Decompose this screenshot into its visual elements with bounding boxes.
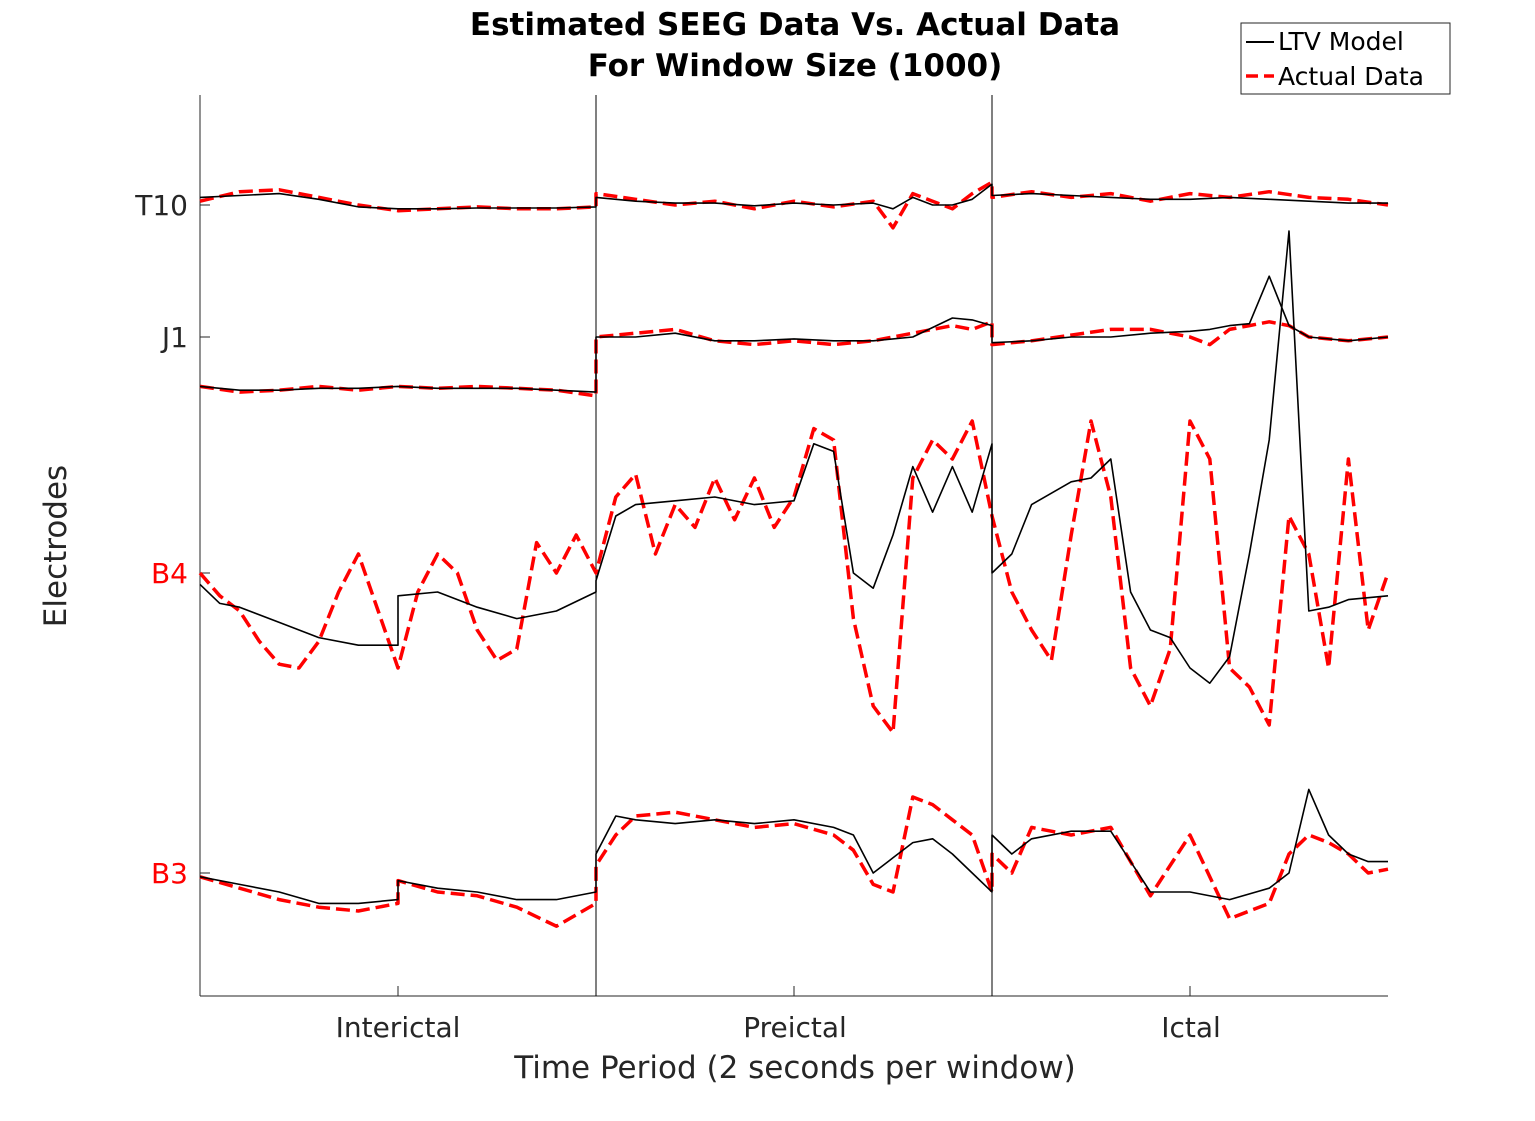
legend-box xyxy=(1240,22,1451,95)
x-tick-label-preictal: Preictal xyxy=(743,1011,847,1044)
legend-label-actual-data: Actual Data xyxy=(1278,62,1424,91)
y-axis-label: Electrodes xyxy=(38,465,74,627)
y-tick-label-b3: B3 xyxy=(151,857,188,890)
series-j1-ltv-model-line xyxy=(199,275,1389,393)
x-tick-label-interictal: Interictal xyxy=(336,1011,461,1044)
series-b3-ltv-model-line xyxy=(199,788,1388,905)
series-b3-actual-data-line xyxy=(199,795,1389,928)
series-t10-actual-data-line xyxy=(199,180,1389,230)
series-j1-actual-data-line xyxy=(199,320,1389,398)
legend-label-ltv-model: LTV Model xyxy=(1278,27,1404,56)
series-t10-ltv-model-line xyxy=(199,183,1388,210)
series-b4-actual-data-line xyxy=(198,419,1390,735)
chart-title-line-1: Estimated SEEG Data Vs. Actual Data xyxy=(470,7,1120,43)
series-b4-ltv-model-line xyxy=(199,230,1389,685)
legend: LTV Model Actual Data xyxy=(1240,22,1451,95)
y-tick-label-t10: T10 xyxy=(134,189,188,222)
plot-layer xyxy=(198,95,1390,997)
x-axis-label: Time Period (2 seconds per window) xyxy=(513,1050,1076,1086)
chart-title-line-2: For Window Size (1000) xyxy=(588,48,1003,84)
x-tick-label-ictal: Ictal xyxy=(1161,1011,1221,1044)
y-tick-label-j1: J1 xyxy=(160,321,188,354)
y-tick-label-b4: B4 xyxy=(151,557,188,590)
